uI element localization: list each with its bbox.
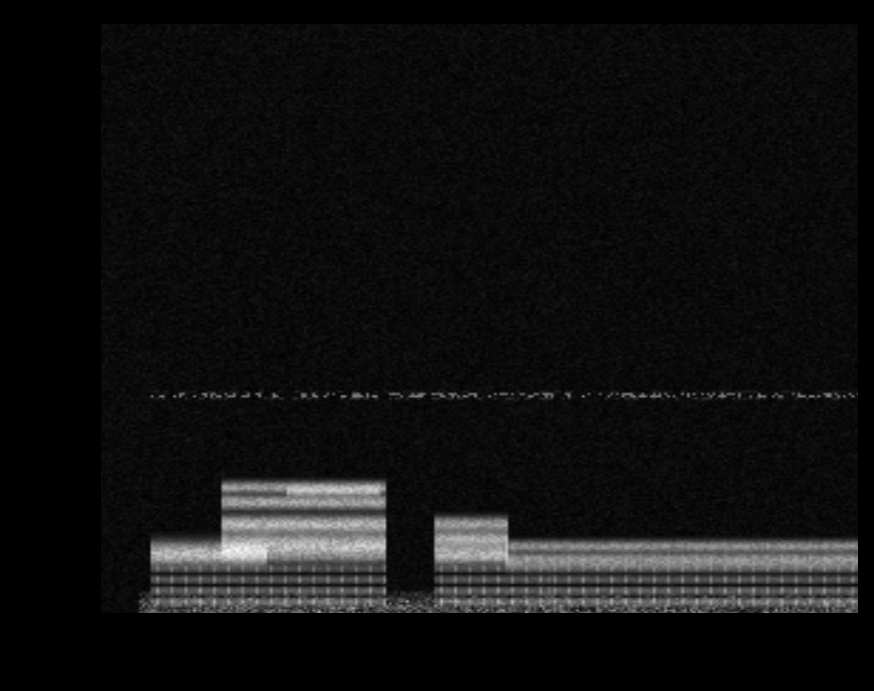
Y-axis label: Frequency (Hz): Frequency (Hz) (15, 234, 35, 402)
X-axis label: Time (s): Time (s) (415, 648, 544, 676)
